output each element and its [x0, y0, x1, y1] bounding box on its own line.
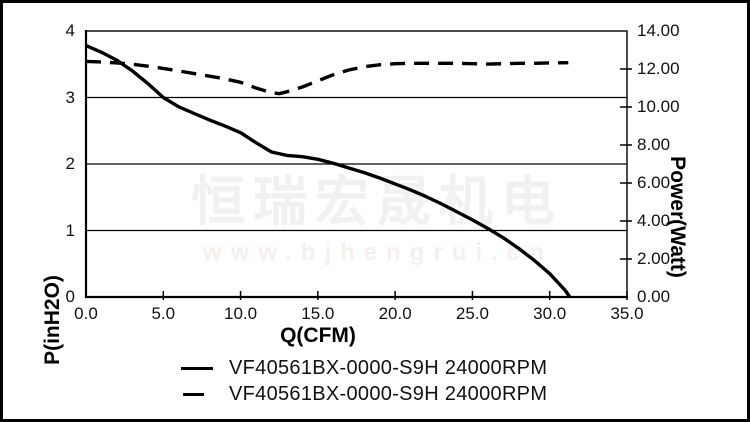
watermark-website-text: www.bjhengrui.cn	[203, 239, 553, 266]
legend-dashed-line-icon	[181, 392, 221, 396]
right-axis-title: Power(Watt)	[666, 156, 689, 278]
left-axis-title: P(inH2O)	[41, 275, 64, 365]
watermark-company-text: 恒瑞宏晟机电	[191, 172, 563, 232]
chart-plot-area	[84, 30, 632, 300]
legend-label: VF40561BX-0000-S9H 24000RPM	[229, 382, 548, 405]
legend-item-power-curve: VF40561BX-0000-S9H 24000RPM	[181, 381, 547, 407]
legend-label: VF40561BX-0000-S9H 24000RPM	[229, 356, 548, 379]
legend: VF40561BX-0000-S9H 24000RPM VF40561BX-00…	[181, 355, 547, 407]
legend-solid-line-icon	[181, 366, 221, 370]
right-axis-title-wrap: Power(Watt)	[648, 143, 689, 288]
pressure-curve	[85, 44, 572, 298]
x-axis-title: Q(CFM)	[280, 324, 356, 347]
power-curve	[85, 59, 569, 96]
legend-item-pressure-curve: VF40561BX-0000-S9H 24000RPM	[181, 355, 547, 381]
